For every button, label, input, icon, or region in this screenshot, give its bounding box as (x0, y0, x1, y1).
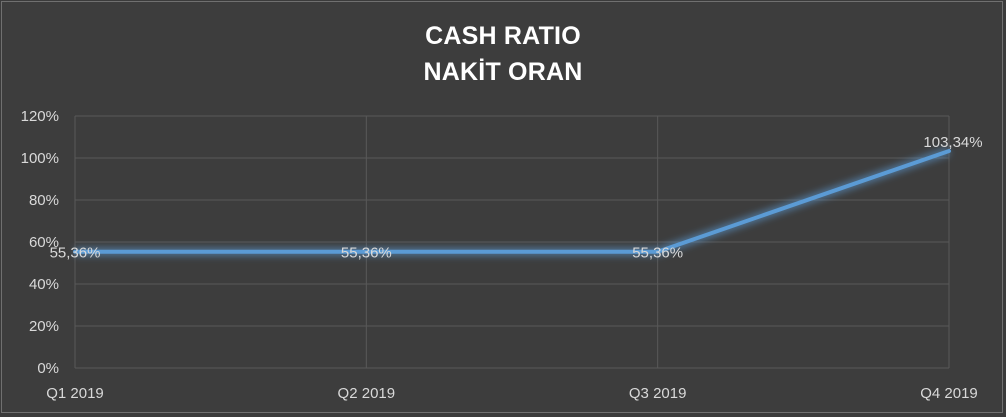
y-tick-label: 120% (21, 108, 59, 125)
x-tick-label: Q3 2019 (629, 385, 687, 402)
y-tick-label: 20% (29, 318, 59, 335)
series-line (73, 148, 951, 254)
y-tick-label: 0% (37, 360, 59, 377)
y-tick-label: 60% (29, 234, 59, 251)
chart-subtitle: NAKİT ORAN (423, 58, 583, 86)
axis-labels: 0% 20% 40% 60% 80% 100% 120% Q1 2019 Q2 2019 Q3 2… (21, 108, 978, 402)
y-tick-label: 80% (29, 192, 59, 209)
chart-title: CASH RATIO (425, 22, 581, 50)
data-label: 103,34% (923, 134, 982, 151)
series-line-glow (75, 146, 951, 257)
y-tick-label: 100% (21, 150, 59, 167)
y-tick-label: 40% (29, 276, 59, 293)
series-line-group (73, 146, 951, 257)
x-tick-label: Q4 2019 (920, 385, 978, 402)
x-tick-label: Q1 2019 (46, 385, 104, 402)
data-label: 55,36% (50, 245, 101, 262)
x-tick-label: Q2 2019 (338, 385, 396, 402)
data-label: 55,36% (632, 245, 683, 262)
data-labels: 55,36% 55,36% 55,36% 103,34% (50, 134, 983, 262)
data-label: 55,36% (341, 245, 392, 262)
gridlines (74, 115, 950, 369)
